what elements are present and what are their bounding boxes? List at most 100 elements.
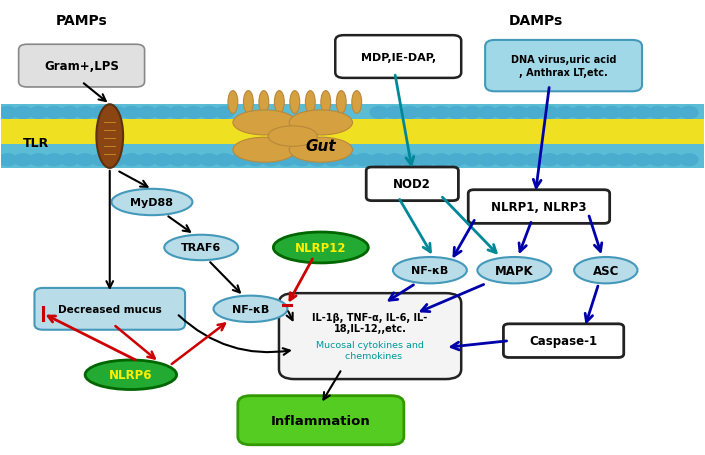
- Circle shape: [448, 154, 466, 166]
- Text: NLRP12: NLRP12: [295, 242, 347, 254]
- FancyBboxPatch shape: [485, 41, 642, 92]
- Ellipse shape: [228, 91, 238, 114]
- Circle shape: [169, 154, 187, 166]
- Circle shape: [30, 107, 48, 119]
- Text: DAMPs: DAMPs: [508, 14, 563, 28]
- Circle shape: [479, 154, 497, 166]
- Circle shape: [587, 107, 605, 119]
- Text: Gut: Gut: [305, 138, 336, 153]
- Text: 18,IL-12,,etc.: 18,IL-12,,etc.: [333, 323, 407, 333]
- Circle shape: [680, 154, 698, 166]
- Ellipse shape: [274, 233, 368, 263]
- Circle shape: [138, 107, 157, 119]
- Circle shape: [184, 154, 202, 166]
- Circle shape: [231, 154, 249, 166]
- Circle shape: [618, 154, 636, 166]
- Circle shape: [417, 154, 435, 166]
- Circle shape: [14, 107, 32, 119]
- Circle shape: [92, 154, 110, 166]
- Circle shape: [494, 107, 513, 119]
- Circle shape: [510, 154, 528, 166]
- Circle shape: [633, 107, 651, 119]
- Circle shape: [479, 107, 497, 119]
- Ellipse shape: [268, 126, 317, 147]
- Circle shape: [76, 107, 94, 119]
- FancyBboxPatch shape: [468, 190, 610, 224]
- Text: TRAF6: TRAF6: [181, 243, 221, 253]
- Circle shape: [386, 107, 404, 119]
- Circle shape: [602, 154, 620, 166]
- Ellipse shape: [259, 91, 269, 114]
- Circle shape: [61, 107, 79, 119]
- Ellipse shape: [214, 296, 288, 322]
- Text: NLRP1, NLRP3: NLRP1, NLRP3: [491, 201, 587, 213]
- Circle shape: [339, 154, 357, 166]
- Circle shape: [401, 107, 419, 119]
- Ellipse shape: [111, 189, 192, 216]
- Text: MAPK: MAPK: [495, 264, 534, 277]
- FancyBboxPatch shape: [0, 105, 705, 168]
- Circle shape: [448, 107, 466, 119]
- Circle shape: [123, 107, 141, 119]
- Circle shape: [680, 107, 698, 119]
- Circle shape: [417, 107, 435, 119]
- Text: PAMPs: PAMPs: [56, 14, 107, 28]
- Text: Decreased mucus: Decreased mucus: [58, 304, 161, 314]
- Circle shape: [14, 154, 32, 166]
- Circle shape: [262, 154, 280, 166]
- Circle shape: [45, 107, 63, 119]
- Circle shape: [138, 154, 157, 166]
- Ellipse shape: [574, 258, 637, 284]
- FancyBboxPatch shape: [336, 36, 461, 79]
- Text: DNA virus,uric acid: DNA virus,uric acid: [511, 55, 616, 65]
- Circle shape: [200, 154, 218, 166]
- Circle shape: [355, 154, 373, 166]
- Circle shape: [432, 154, 450, 166]
- Circle shape: [324, 154, 342, 166]
- Text: chemokines: chemokines: [338, 351, 402, 360]
- Circle shape: [556, 107, 574, 119]
- Circle shape: [540, 107, 558, 119]
- Circle shape: [602, 107, 620, 119]
- Circle shape: [370, 154, 388, 166]
- Circle shape: [510, 107, 528, 119]
- FancyBboxPatch shape: [279, 293, 461, 379]
- Circle shape: [649, 154, 667, 166]
- Circle shape: [169, 107, 187, 119]
- Circle shape: [293, 154, 311, 166]
- Ellipse shape: [97, 105, 123, 168]
- Ellipse shape: [321, 91, 331, 114]
- Circle shape: [432, 107, 450, 119]
- Text: Inflammation: Inflammation: [271, 414, 371, 427]
- Circle shape: [463, 107, 482, 119]
- Ellipse shape: [352, 91, 362, 114]
- FancyBboxPatch shape: [18, 45, 145, 88]
- Text: TLR: TLR: [23, 137, 49, 150]
- Text: ASC: ASC: [593, 264, 619, 277]
- Ellipse shape: [336, 91, 346, 114]
- Circle shape: [540, 154, 558, 166]
- Circle shape: [107, 107, 125, 119]
- Text: NF-κB: NF-κB: [411, 266, 448, 276]
- FancyBboxPatch shape: [35, 288, 185, 330]
- FancyBboxPatch shape: [366, 167, 458, 201]
- Circle shape: [308, 154, 326, 166]
- Text: Gram+,LPS: Gram+,LPS: [44, 60, 119, 73]
- Circle shape: [92, 107, 110, 119]
- Circle shape: [246, 154, 264, 166]
- Circle shape: [277, 154, 295, 166]
- Text: NLRP6: NLRP6: [109, 369, 152, 381]
- Ellipse shape: [290, 91, 300, 114]
- Circle shape: [61, 154, 79, 166]
- Circle shape: [45, 154, 63, 166]
- Circle shape: [587, 154, 605, 166]
- Circle shape: [154, 107, 172, 119]
- Text: IL-1β, TNF-α, IL-6, IL-: IL-1β, TNF-α, IL-6, IL-: [312, 312, 428, 322]
- Text: MyD88: MyD88: [130, 197, 173, 207]
- Circle shape: [556, 154, 574, 166]
- Circle shape: [184, 107, 202, 119]
- FancyBboxPatch shape: [238, 396, 404, 445]
- Ellipse shape: [233, 111, 296, 136]
- Circle shape: [0, 107, 17, 119]
- Ellipse shape: [477, 258, 551, 284]
